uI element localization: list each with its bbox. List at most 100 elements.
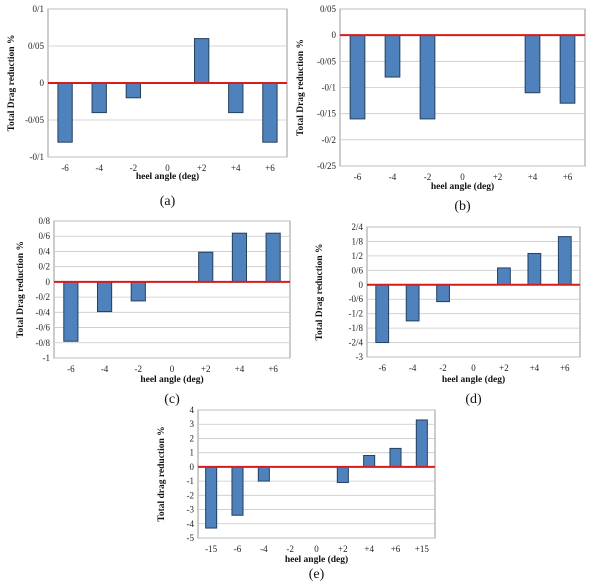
x-axis-title: heel angle (deg) bbox=[442, 374, 505, 385]
y-tick-label: -1 bbox=[43, 353, 51, 363]
x-tick-label: -4 bbox=[101, 364, 109, 374]
bar-+4 bbox=[231, 232, 248, 283]
y-tick-label: -0/6 bbox=[36, 323, 51, 333]
y-tick-label: -0/2 bbox=[36, 292, 51, 302]
bar--2 bbox=[419, 34, 436, 120]
x-tick-label: 0 bbox=[165, 163, 170, 173]
x-tick-label: -2 bbox=[135, 364, 143, 374]
x-axis-title: heel angle (deg) bbox=[431, 181, 494, 192]
bar-+4 bbox=[527, 252, 542, 286]
x-tick-label: 0 bbox=[471, 363, 476, 373]
y-tick-label: 0/1 bbox=[32, 4, 44, 14]
x-tick-label: +2 bbox=[499, 363, 509, 373]
chart-e: 4 3 2 1 0 -1 -2 -3 -4 -5 -15 -6 -4 -2 0 +2 +4 +6 +15 heel a… bbox=[157, 405, 436, 582]
bar-+6 bbox=[559, 34, 576, 104]
x-tick-label: +2 bbox=[338, 544, 348, 554]
x-tick-label: -6 bbox=[67, 364, 75, 374]
bar-+2 bbox=[198, 251, 214, 283]
x-tick-label: +6 bbox=[265, 163, 275, 173]
x-axis-title: heel angle (deg) bbox=[140, 374, 203, 385]
bar--6 bbox=[231, 466, 244, 516]
y-tick-label: 0/2 bbox=[38, 262, 50, 272]
y-tick-label: 0/6 bbox=[38, 231, 50, 241]
x-tick-label: -4 bbox=[389, 172, 397, 182]
x-tick-label: 0 bbox=[460, 172, 465, 182]
y-tick-label: -0/15 bbox=[317, 109, 336, 119]
x-tick-label: +4 bbox=[235, 364, 245, 374]
x-tick-label: -2 bbox=[439, 363, 447, 373]
panel-caption: (a) bbox=[160, 194, 176, 209]
x-tick-label: +4 bbox=[231, 163, 241, 173]
bar-+4 bbox=[524, 34, 541, 94]
chart-b: 0/05 0 -0/05 -0/1 -0/15 -0/2 -0/25 -6 -4 -2 0 +2 +4 +… bbox=[296, 4, 586, 214]
chart-a: 0/1 0/05 0 -0/05 -0/1 -6 -4 -2 0 +2 +4 +6 heel angle… bbox=[7, 4, 288, 209]
y-tick-label: -0/1 bbox=[30, 152, 45, 162]
y-tick-label: -0/1 bbox=[322, 83, 337, 93]
y-tick-label: 0 bbox=[332, 30, 337, 40]
y-tick-label: 4 bbox=[190, 405, 195, 415]
bar-+2 bbox=[497, 267, 511, 286]
y-tick-label: -2/4 bbox=[349, 338, 364, 348]
y-tick-label: 0/6 bbox=[351, 265, 363, 275]
x-tick-label: -15 bbox=[205, 544, 217, 554]
y-tick-label: 2 bbox=[190, 433, 195, 443]
x-tick-label: +2 bbox=[197, 163, 207, 173]
x-tick-label: +15 bbox=[415, 544, 430, 554]
x-tick-label: -4 bbox=[409, 363, 417, 373]
x-tick-label: -2 bbox=[424, 172, 432, 182]
x-axis-title: heel angle (deg) bbox=[136, 171, 199, 182]
y-tick-label: 0/05 bbox=[28, 41, 45, 51]
panel-caption: (d) bbox=[465, 392, 482, 407]
bar-+6 bbox=[557, 236, 572, 286]
x-tick-label: +6 bbox=[268, 364, 278, 374]
x-tick-label: +4 bbox=[364, 544, 374, 554]
bar-+4 bbox=[228, 82, 244, 114]
y-tick-label: 3 bbox=[190, 419, 195, 429]
y-tick-label: -0/05 bbox=[317, 56, 336, 66]
y-tick-label: -0/05 bbox=[25, 115, 44, 125]
x-tick-label: +6 bbox=[563, 172, 573, 182]
x-tick-label: -6 bbox=[234, 544, 242, 554]
y-tick-label: -5 bbox=[187, 533, 195, 543]
panel-caption: (c) bbox=[164, 392, 180, 407]
y-tick-label: -2 bbox=[187, 490, 195, 500]
plot-area bbox=[366, 226, 581, 358]
y-tick-label: -0/25 bbox=[317, 161, 336, 171]
y-axis-title: Total Drag reduction % bbox=[296, 39, 306, 136]
y-tick-label: 1/2 bbox=[351, 251, 363, 261]
bar--2 bbox=[125, 82, 142, 99]
bar-+4 bbox=[363, 455, 376, 468]
y-tick-label: -0/6 bbox=[349, 294, 364, 304]
y-tick-label: 0 bbox=[46, 277, 51, 287]
y-tick-label: 0 bbox=[190, 462, 195, 472]
y-tick-label: 0/4 bbox=[38, 246, 50, 256]
y-tick-label: 1/8 bbox=[351, 236, 363, 246]
bar-+6 bbox=[389, 447, 402, 468]
bar--4 bbox=[96, 281, 113, 313]
x-tick-label: 0 bbox=[314, 544, 319, 554]
y-tick-label: 0/8 bbox=[38, 216, 50, 226]
bar--2 bbox=[130, 281, 146, 302]
x-tick-label: -4 bbox=[260, 544, 268, 554]
x-tick-label: +4 bbox=[528, 172, 538, 182]
x-tick-label: 0 bbox=[170, 364, 175, 374]
bar--6 bbox=[57, 82, 73, 143]
bar-+6 bbox=[265, 232, 281, 283]
x-tick-label: +6 bbox=[391, 544, 401, 554]
bar--4 bbox=[405, 284, 420, 322]
y-axis-title: Total Drag reduction % bbox=[315, 244, 325, 341]
bar--4 bbox=[91, 82, 107, 114]
x-tick-label: +2 bbox=[493, 172, 503, 182]
y-tick-label: -3 bbox=[356, 352, 364, 362]
x-tick-label: -2 bbox=[286, 544, 294, 554]
bar--6 bbox=[63, 281, 79, 342]
y-tick-label: -1/8 bbox=[349, 323, 364, 333]
x-tick-label: +4 bbox=[530, 363, 540, 373]
bar-+6 bbox=[262, 82, 278, 143]
panel-caption: (e) bbox=[309, 567, 325, 582]
panel-caption: (b) bbox=[454, 199, 471, 214]
chart-d: 2/4 1/8 1/2 0/6 0 -0/6 -1/2 -1/8 -2/4 -3 -6 -4 -2 0 +2… bbox=[315, 222, 581, 407]
plot-area bbox=[53, 220, 291, 359]
bar-+15 bbox=[415, 419, 428, 468]
